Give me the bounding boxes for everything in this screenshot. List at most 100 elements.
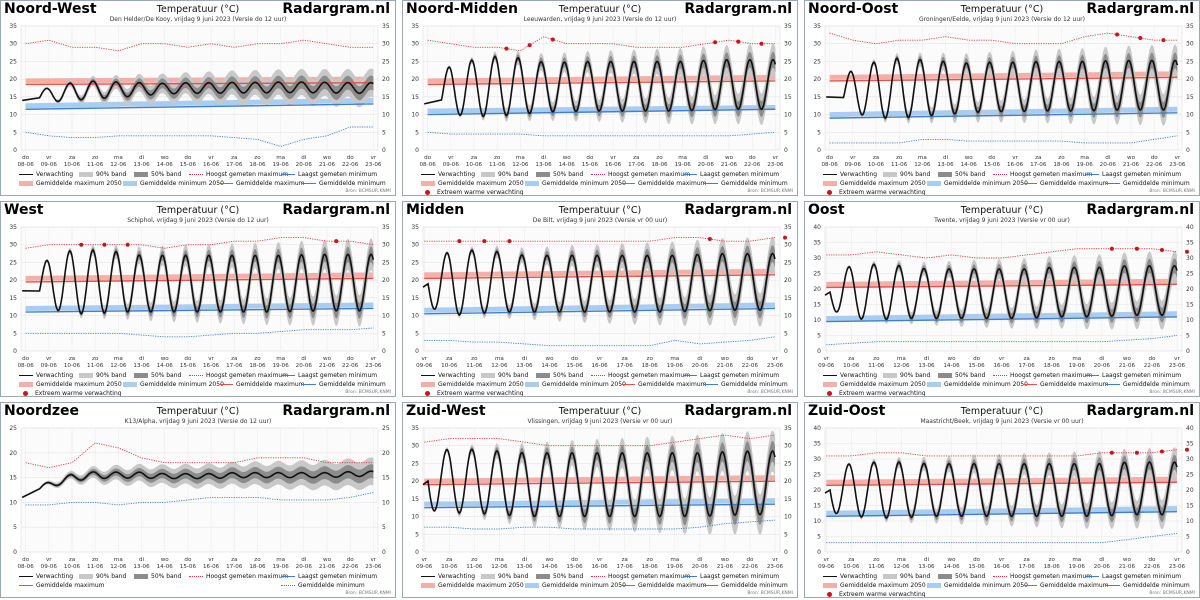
x-date-label: 10-06	[441, 363, 458, 369]
y-tick-label-left: 15	[9, 94, 17, 101]
legend-label: Gemiddelde maximum 2050	[840, 381, 926, 388]
x-date-label: 10-06	[64, 363, 81, 369]
y-tick-label-right: 30	[382, 242, 390, 249]
legend-swatch	[421, 583, 435, 588]
legend-label: Gemiddelde maximum 2050	[840, 180, 926, 187]
x-day-label: ma	[114, 557, 123, 563]
y-tick-label-left: 0	[415, 549, 419, 556]
x-day-label: za	[1035, 155, 1041, 161]
x-date-label: 11-06	[868, 564, 885, 570]
x-date-label: 15-06	[566, 564, 583, 570]
forecast-line	[21, 470, 374, 499]
legend-item-laagst: Laagst gemeten minimum	[683, 573, 779, 581]
x-date-label: 13-06	[133, 363, 150, 369]
legend-swatch	[281, 173, 295, 176]
x-date-label: 20-06	[296, 363, 313, 369]
legend-item-gemmin: Gemiddelde minimum	[704, 180, 788, 188]
chart-subtitle: Vlissingen, vrijdag 9 juni 2023 (Versie …	[527, 418, 673, 425]
y-tick-label-left: 30	[411, 41, 419, 48]
brand-label: Radargram.nl	[282, 1, 390, 17]
record-max-line	[826, 248, 1178, 259]
x-day-label: di	[541, 155, 547, 161]
legend-swatch	[1023, 182, 1037, 185]
x-day-label: do	[746, 557, 754, 563]
y-tick-label-right: 15	[784, 94, 792, 101]
x-date-label: 12-06	[512, 162, 529, 168]
avg-max-line	[25, 277, 374, 283]
y-tick-label-left: 40	[813, 425, 821, 432]
legend-label: Gemiddelde maximum	[236, 381, 305, 388]
chart-subtitle: Maastricht/Beek, vrijdag 9 juni 2023 (Ve…	[920, 418, 1084, 425]
legend-swatch	[704, 182, 718, 185]
x-date-label: 20-06	[698, 162, 715, 168]
x-date-label: 09-06	[41, 162, 58, 168]
legend-label: 90% band	[96, 171, 127, 178]
y-tick-label-left: 0	[817, 147, 821, 154]
region-title: Zuid-Oost	[808, 403, 886, 419]
x-date-label: 14-06	[559, 162, 576, 168]
legend-label: Laagst gemeten minimum	[1102, 171, 1182, 178]
x-date-label: 08-06	[420, 162, 437, 168]
plot-area	[422, 25, 781, 151]
x-date-label: 17-06	[226, 564, 243, 570]
legend-label: Gemiddelde minimum	[721, 180, 788, 187]
x-day-label: vr	[46, 557, 52, 563]
x-day-label: wo	[725, 155, 734, 161]
x-date-label: 11-06	[87, 162, 104, 168]
legend-label: 50% band	[151, 372, 182, 379]
record-min-line	[25, 126, 374, 147]
y-tick-label-left: 30	[9, 242, 17, 249]
legend-swatch	[938, 574, 952, 579]
y-tick-label-right: 10	[784, 313, 792, 320]
legend-item-band50: 50% band	[938, 372, 985, 380]
band-50	[39, 464, 374, 490]
legend-item-hoogst: Hoogst gemeten maximum	[993, 171, 1092, 179]
x-day-label: za	[69, 356, 75, 362]
x-date-label: 14-06	[157, 564, 174, 570]
legend-swatch	[927, 181, 941, 186]
legend-swatch	[19, 575, 33, 578]
x-date-label: 22-06	[742, 564, 759, 570]
legend-label: Gemiddelde minimum 2050	[944, 582, 1028, 589]
x-day-label: wo	[323, 557, 332, 563]
extreme-warm-marker	[457, 239, 462, 244]
legend-label: Hoogst gemeten maximum	[608, 573, 691, 580]
legend-item-hoogst: Hoogst gemeten maximum	[993, 573, 1092, 581]
y-tick-label-left: 20	[813, 286, 821, 293]
legend-label: Extreem warme verwachting	[35, 390, 122, 397]
chart-title: Temperatuur (°C)	[156, 406, 240, 417]
x-day-label: di	[924, 557, 930, 563]
legend-label: Verwachting	[438, 171, 476, 178]
legend-swatch	[938, 373, 952, 378]
legend-label: Hoogst gemeten maximum	[608, 372, 691, 379]
y-tick-label-right: 5	[784, 129, 788, 136]
x-day-label: do	[826, 155, 834, 161]
y-tick-label-left: 5	[415, 531, 419, 538]
x-day-label: do	[988, 155, 996, 161]
legend-item-gemmin: Gemiddelde minimum	[704, 582, 788, 590]
x-date-label: 18-06	[642, 363, 659, 369]
x-date-label: 10-06	[441, 564, 458, 570]
y-tick-label-left: 25	[9, 425, 17, 432]
y-tick-label-right: 5	[382, 330, 386, 337]
legend-item-hoogst: Hoogst gemeten maximum	[189, 573, 288, 581]
legend-item-band50: 50% band	[938, 573, 985, 581]
legend-swatch	[481, 172, 495, 177]
x-day-label: di	[139, 356, 145, 362]
x-day-label: za	[446, 356, 452, 362]
legend-swatch	[421, 374, 435, 377]
legend-label: Gemiddelde maximum 2050	[438, 381, 524, 388]
x-date-label: 19-06	[273, 162, 290, 168]
legend-swatch	[19, 584, 33, 587]
legend-label: Gemiddelde minimum 2050	[542, 381, 626, 388]
x-date-label: 17-06	[1030, 162, 1047, 168]
x-day-label: do	[424, 155, 432, 161]
legend-item-laagst: Laagst gemeten minimum	[1085, 372, 1181, 380]
legend: Verwachting 90% band 50% band Hoogst gemete…	[823, 573, 1190, 597]
brand-label: Radargram.nl	[1086, 403, 1194, 419]
x-day-label: zo	[1049, 557, 1056, 563]
x-day-label: vr	[999, 557, 1005, 563]
y-tick-label-right: 15	[382, 94, 390, 101]
x-day-label: za	[848, 356, 854, 362]
y-tick-label-left: 35	[813, 23, 821, 30]
